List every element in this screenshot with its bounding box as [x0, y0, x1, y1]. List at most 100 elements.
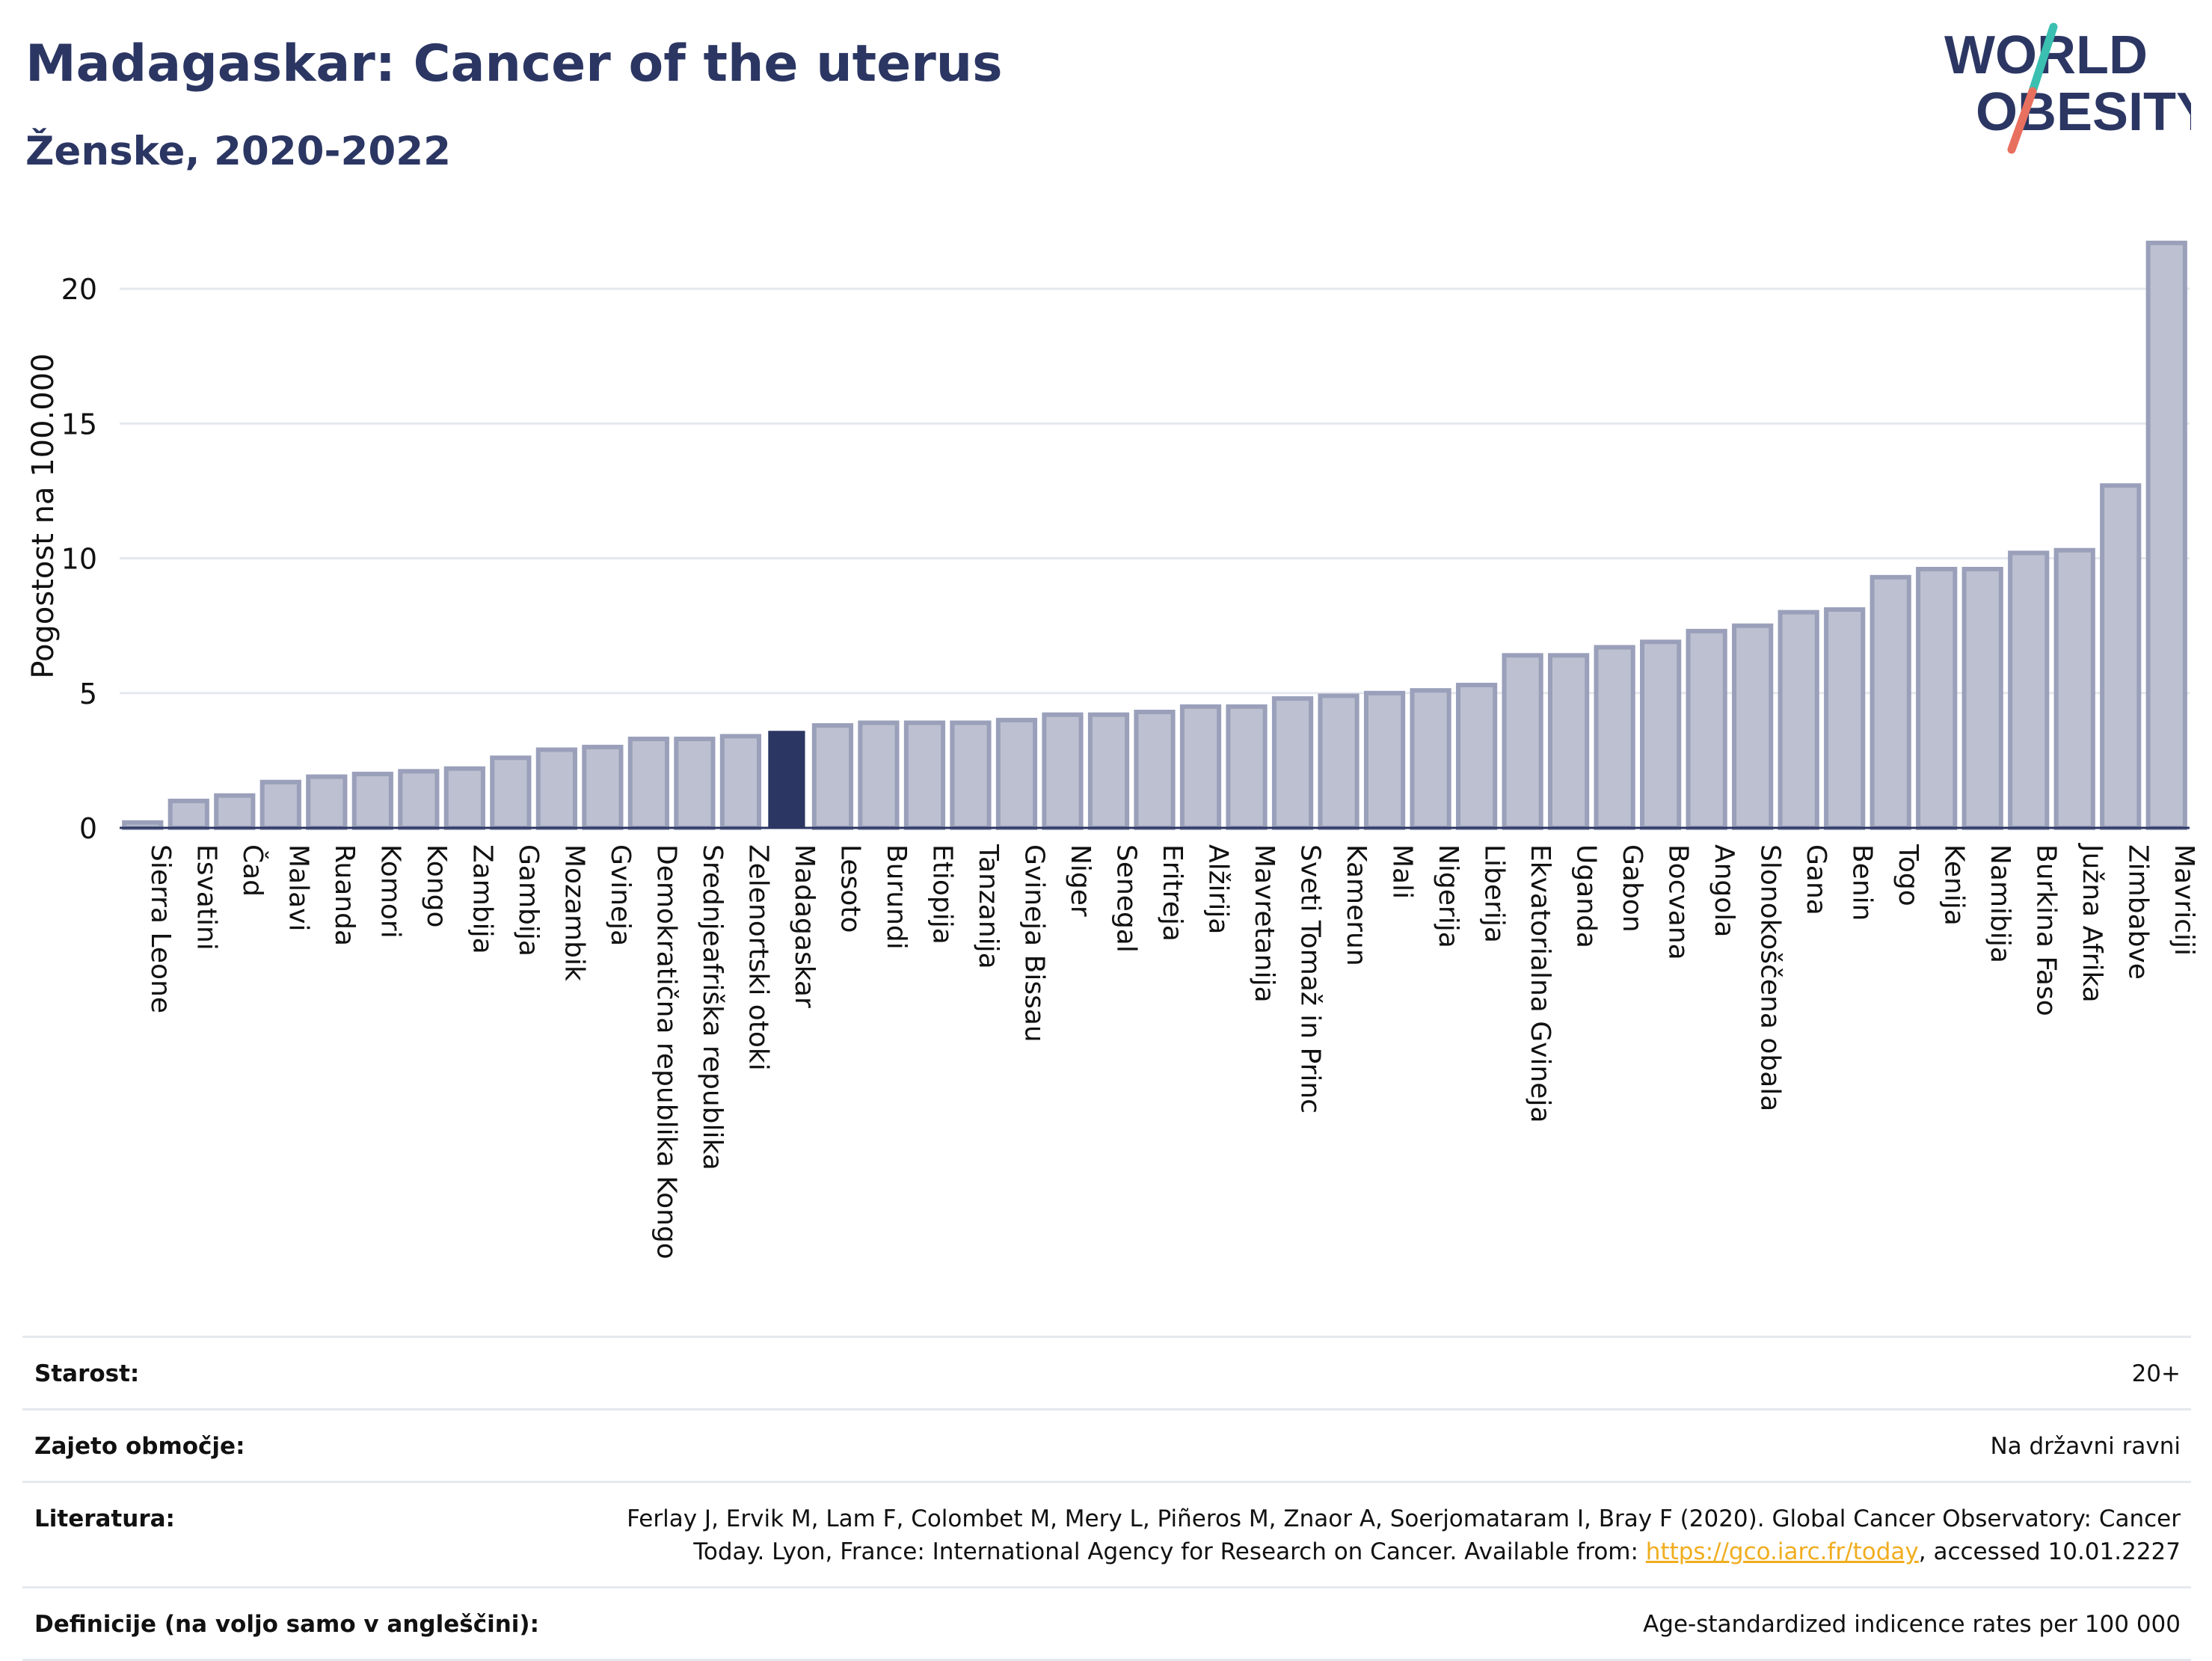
logo-word-obesity: OBESITY [1976, 82, 2191, 142]
x-tick-label: Mavretanija [1249, 844, 1279, 1003]
x-tick-label: Čad [237, 844, 268, 897]
meta-row-literature: Literatura: Ferlay J, Ervik M, Lam F, Co… [22, 1481, 2191, 1586]
bar-kongo [398, 769, 440, 831]
x-tick-label: Zambija [467, 844, 497, 954]
bar-lesoto [811, 723, 854, 831]
bar-čad [214, 793, 256, 831]
meta-row-age: Starost: 20+ [22, 1336, 2191, 1408]
meta-label-coverage: Zajeto območje: [34, 1433, 245, 1460]
bar-liberija [1455, 682, 1498, 831]
x-tick-label: Mavriciji [2169, 844, 2199, 956]
meta-row-definitions: Definicije (na voljo samo v angleščini):… [22, 1586, 2191, 1661]
bar-burundi [858, 720, 900, 830]
x-tick-label: Mali [1387, 844, 1418, 899]
bar-etiopija [903, 720, 946, 830]
logo-slash-top [2028, 22, 2058, 96]
bar-mali [1363, 690, 1406, 830]
meta-value-literature: Ferlay J, Ervik M, Lam F, Colombet M, Me… [610, 1502, 2181, 1568]
bar-angola [1686, 628, 1727, 830]
bar-chart: 0 5 10 15 20 Sierra Leone Esvatini Čad Malavi Rua… [61, 240, 2199, 1259]
x-tick-label: Uganda [1571, 844, 1602, 948]
x-tick-label: Srednjeafriška republika [697, 844, 728, 1170]
bar-uganda [1547, 653, 1590, 830]
meta-value-coverage: Na državni ravni [1990, 1433, 2181, 1460]
bar-zambija [443, 766, 485, 830]
bar-eritreja [1134, 710, 1176, 830]
x-tick-label: Namibija [1985, 844, 2015, 963]
bar-namibija [1961, 566, 2003, 830]
x-tick-label: Sveti Tomaž in Princ [1295, 844, 1326, 1114]
x-tick-label: Alžirija [1203, 844, 1234, 934]
bar-benin [1824, 607, 1866, 830]
x-tick-label: Esvatini [191, 844, 221, 951]
bar-malavi [259, 779, 301, 831]
x-tick-label: Benin [1847, 844, 1878, 921]
x-tick-label: Burkina Faso [2031, 844, 2062, 1016]
x-tick-label: Mozambik [559, 844, 589, 981]
bar-gvineja-bissau [995, 717, 1038, 830]
literature-citation: Ferlay J, Ervik M, Lam F, Colombet M, Me… [627, 1505, 2181, 1565]
bar-kamerun [1318, 693, 1360, 830]
x-tick-label: Malavi [283, 844, 313, 932]
bar-togo [1870, 574, 1911, 830]
bar-srednjeafriška-republika [674, 737, 716, 830]
y-tick-label: 15 [61, 408, 97, 440]
x-tick-label: Madagaskar [789, 844, 820, 1008]
x-tick-label: Etiopija [927, 844, 957, 945]
x-tick-label: Gana [1801, 844, 1831, 915]
x-tick-label: Sierra Leone [145, 844, 176, 1013]
bar-tanzanija [950, 720, 992, 830]
y-tick-label: 10 [61, 543, 97, 576]
literature-link[interactable]: https://gco.iarc.fr/today [1645, 1538, 1919, 1565]
x-tick-label: Gvineja [605, 844, 636, 946]
chart-subtitle: Ženske, 2020-2022 [25, 129, 452, 174]
chart-title: Madagaskar: Cancer of the uterus [25, 34, 1003, 93]
y-axis-label: Pogostost na 100.000 [26, 353, 61, 679]
x-tick-label: Slonokoščena obala [1755, 844, 1786, 1111]
literature-accessed: , accessed 10.01.2227 [1918, 1538, 2181, 1565]
x-tick-label: Tanzanija [973, 844, 1004, 969]
bar-bocvana [1640, 639, 1682, 831]
x-tick-label: Nigerija [1433, 844, 1463, 948]
x-tick-label: Gabon [1617, 844, 1647, 933]
x-tick-label: Kenija [1939, 844, 1970, 926]
x-tick-label: Senegal [1110, 844, 1141, 953]
bar-mozambik [535, 747, 577, 831]
bar-gabon [1594, 645, 1635, 831]
bar-alžirija [1179, 704, 1222, 831]
bar-senegal [1087, 712, 1130, 830]
meta-label-literature: Literatura: [34, 1505, 175, 1532]
bar-sveti-tomaž-in-princ [1271, 696, 1314, 830]
x-tick-label: Burundi [881, 844, 912, 950]
bar-zimbabve [2100, 483, 2142, 830]
x-tick-label: Ruanda [329, 844, 360, 946]
bar-demokratična-republika-kongo [627, 737, 669, 830]
meta-value-age: 20+ [2131, 1360, 2181, 1387]
x-tick-label: Kongo [421, 844, 452, 928]
x-tick-label: Bocvana [1663, 844, 1694, 960]
bar-kenija [1916, 566, 1958, 830]
bar-esvatini [168, 798, 209, 831]
bar-zelenortski-otoki [719, 734, 762, 830]
y-tick-label: 20 [61, 273, 97, 306]
bar-gvineja [582, 744, 624, 831]
x-tick-label: Togo [1893, 844, 1923, 906]
x-tick-label: Demokratična republika Kongo [651, 844, 681, 1259]
x-tick-label: Gambija [513, 844, 544, 957]
bar-južna-afrika [2053, 547, 2095, 830]
y-tick-label: 0 [79, 812, 97, 845]
bar-nigerija [1410, 688, 1451, 830]
bar-gambija [490, 755, 532, 830]
meta-label-definitions: Definicije (na voljo samo v angleščini): [34, 1611, 539, 1638]
world-obesity-logo: WORLD OBESITY [1944, 22, 2191, 154]
bar-komori [351, 771, 393, 830]
x-tick-label: Niger [1065, 844, 1096, 917]
bar-burkina-faso [2008, 550, 2050, 830]
x-tick-label: Zimbabve [2123, 844, 2154, 980]
x-tick-label: Kamerun [1341, 844, 1371, 966]
bar-ruanda [306, 774, 348, 831]
x-tick-label: Ekvatorialna Gvineja [1525, 844, 1555, 1123]
logo-slash-bottom [2007, 87, 2037, 154]
meta-value-definitions: Age-standardized indicence rates per 100… [1643, 1611, 2181, 1638]
x-tick-label: Angola [1709, 844, 1739, 937]
